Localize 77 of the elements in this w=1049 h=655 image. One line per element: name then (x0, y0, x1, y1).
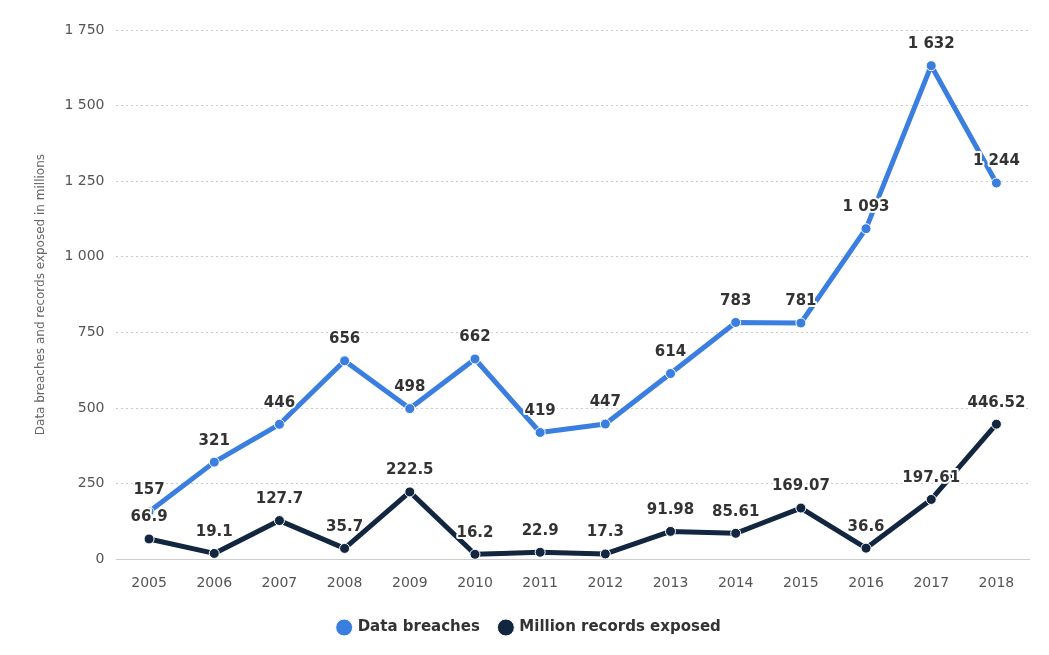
point (599, 548, 611, 560)
x-tick-label: 2007 (261, 574, 298, 591)
x-tick-label: 2014 (717, 574, 754, 591)
x-tick-label: 2015 (783, 574, 819, 591)
x-tick-label: 2009 (391, 574, 428, 591)
data-label: 22.9 (521, 520, 559, 539)
data-label: 662 (459, 327, 491, 346)
data-label: 419 (524, 400, 556, 419)
point (665, 368, 677, 380)
point (534, 546, 546, 558)
point (795, 502, 807, 514)
data-label: 321 (198, 430, 230, 449)
point (730, 527, 742, 539)
point (860, 223, 872, 235)
y-tick-label: 1 500 (64, 96, 105, 113)
point (990, 418, 1002, 430)
y-tick-label: 0 (95, 549, 105, 566)
legend-label: Million records exposed (519, 617, 721, 636)
y-tick-label: 1 000 (64, 247, 105, 264)
data-label: 1 632 (907, 34, 955, 53)
x-tick-label: 2005 (131, 574, 167, 591)
x-tick-label: 2006 (196, 574, 233, 591)
y-tick-label: 750 (77, 323, 105, 340)
x-tick-label: 2010 (457, 574, 493, 591)
point (534, 426, 546, 438)
point (404, 486, 416, 498)
point (208, 456, 220, 468)
legend-label: Data breaches (357, 617, 480, 636)
y-tick-label: 500 (77, 398, 105, 415)
point (208, 547, 220, 559)
point (925, 60, 937, 72)
point (404, 403, 416, 415)
data-label: 446.52 (967, 392, 1026, 411)
data-label: 17.3 (586, 522, 624, 541)
data-label: 614 (654, 341, 687, 360)
data-label: 36.6 (847, 516, 885, 535)
x-tick-label: 2012 (587, 574, 624, 591)
point (273, 515, 285, 527)
data-label: 169.07 (771, 476, 830, 495)
data-label: 447 (589, 392, 621, 411)
data-label: 91.98 (646, 499, 695, 518)
point (469, 548, 481, 560)
y-tick-label: 250 (77, 474, 105, 491)
data-label: 19.1 (195, 521, 233, 540)
data-label: 222.5 (386, 460, 434, 479)
point (469, 353, 481, 365)
y-tick-label: 1 250 (64, 171, 105, 188)
point (730, 316, 742, 328)
point (339, 542, 351, 554)
data-label: 1 244 (972, 151, 1020, 170)
data-label: 66.9 (130, 507, 168, 526)
point (339, 355, 351, 367)
point (990, 177, 1002, 189)
x-tick-label: 2013 (652, 574, 689, 591)
x-tick-label: 2016 (848, 574, 884, 591)
data-label: 656 (328, 329, 361, 348)
data-label: 35.7 (326, 516, 364, 535)
data-label: 16.2 (456, 522, 494, 541)
x-tick-label: 2017 (913, 574, 950, 591)
data-label: 127.7 (255, 488, 304, 507)
point (925, 493, 937, 505)
point (143, 533, 155, 545)
point (665, 525, 677, 537)
y-tick-label: 1 750 (64, 20, 105, 37)
point (273, 418, 285, 430)
point (860, 542, 872, 554)
data-label: 783 (720, 290, 752, 309)
x-tick-label: 2018 (978, 574, 1015, 591)
data-label: 498 (394, 377, 426, 395)
x-tick-label: 2008 (326, 574, 363, 591)
x-tick-label: 2011 (522, 574, 558, 591)
point (599, 418, 611, 430)
data-label: 446 (263, 392, 296, 411)
data-label: 157 (133, 480, 165, 499)
data-label: 85.61 (711, 501, 760, 520)
y-axis-title: Data breaches and records exposed in millions (33, 153, 48, 436)
point (795, 317, 807, 329)
